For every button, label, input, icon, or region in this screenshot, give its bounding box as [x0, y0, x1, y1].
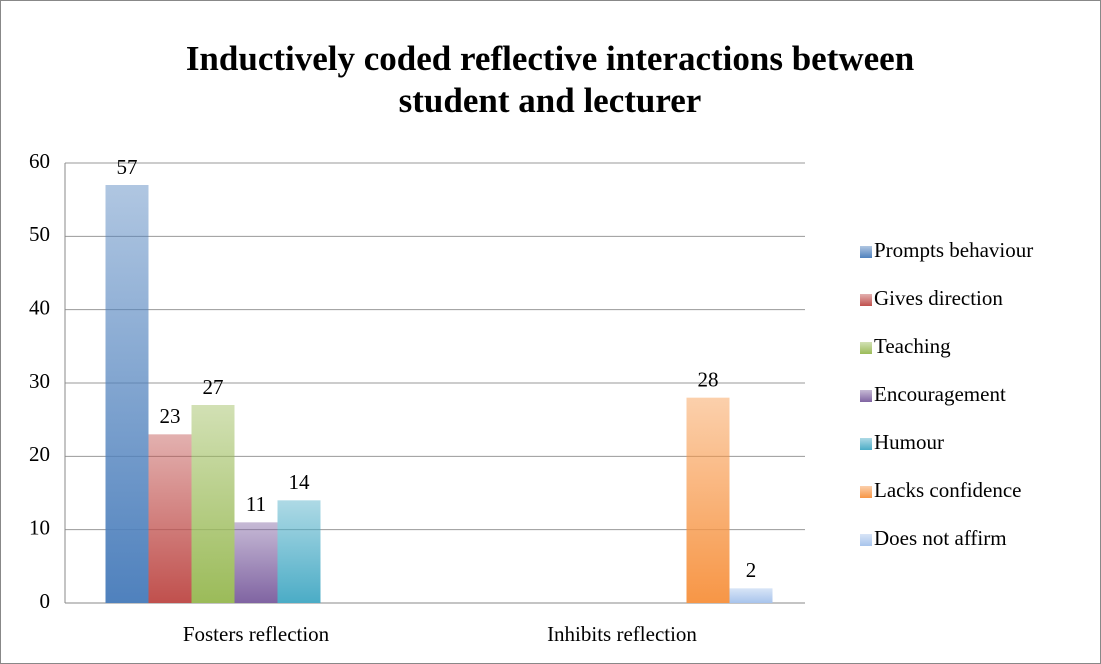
bar	[148, 434, 192, 603]
data-label: 14	[289, 470, 311, 494]
y-tick-label: 60	[29, 149, 50, 173]
data-label: 57	[117, 155, 138, 179]
x-tick-label: Fosters reflection	[183, 622, 330, 646]
legend-swatch	[860, 438, 872, 450]
legend-swatch	[860, 342, 872, 354]
bar	[686, 397, 730, 603]
y-tick-label: 0	[40, 589, 51, 613]
y-tick-label: 10	[29, 515, 50, 539]
data-label: 11	[246, 492, 266, 516]
legend-swatch	[860, 246, 872, 258]
chart-title: Inductively coded reflective interaction…	[185, 39, 915, 120]
bar	[234, 522, 278, 603]
y-tick-label: 50	[29, 222, 50, 246]
legend-label: Prompts behaviour	[874, 238, 1033, 262]
legend-label: Does not affirm	[874, 526, 1007, 550]
data-label: 2	[746, 558, 757, 582]
legend-label: Gives direction	[874, 286, 1003, 310]
bar	[277, 500, 321, 603]
bar	[105, 185, 149, 603]
data-label: 23	[160, 404, 181, 428]
y-tick-label: 20	[29, 442, 50, 466]
legend-label: Humour	[874, 430, 944, 454]
legend-swatch	[860, 390, 872, 402]
legend-swatch	[860, 486, 872, 498]
data-label: 27	[203, 375, 224, 399]
bar	[191, 405, 235, 603]
x-tick-label: Inhibits reflection	[547, 622, 697, 646]
y-tick-label: 40	[29, 295, 50, 319]
bar	[729, 588, 773, 603]
legend-label: Encouragement	[874, 382, 1006, 406]
data-label: 28	[698, 367, 719, 391]
legend-label: Lacks confidence	[874, 478, 1022, 502]
legend-swatch	[860, 294, 872, 306]
legend-swatch	[860, 534, 872, 546]
legend-label: Teaching	[874, 334, 951, 358]
y-tick-label: 30	[29, 369, 50, 393]
